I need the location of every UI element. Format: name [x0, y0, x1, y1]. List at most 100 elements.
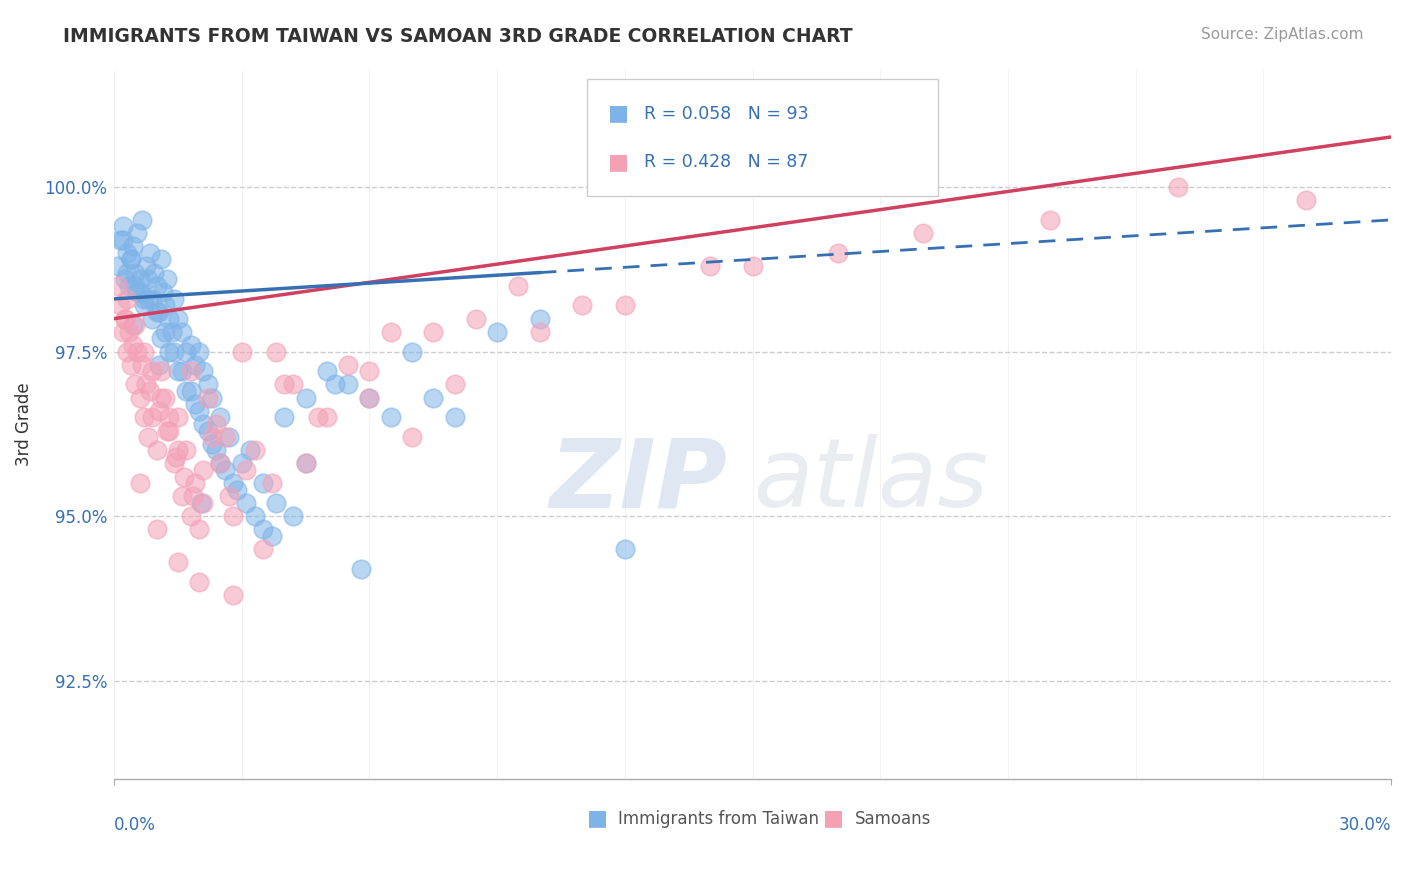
Point: [135, 377, 157, 392]
Point: [218, 489, 240, 503]
Point: [264, 344, 287, 359]
Point: [163, 292, 186, 306]
Point: [165, 450, 187, 464]
Point: [131, 358, 153, 372]
Point: [222, 588, 245, 602]
Text: atlas: atlas: [752, 434, 987, 527]
Point: [128, 285, 150, 300]
Point: [111, 325, 134, 339]
Point: [115, 245, 138, 260]
Point: [401, 430, 423, 444]
Point: [128, 272, 150, 286]
Point: [141, 364, 163, 378]
FancyBboxPatch shape: [586, 79, 938, 196]
Point: [163, 344, 186, 359]
Point: [464, 311, 486, 326]
Point: [613, 298, 636, 312]
Point: [148, 358, 170, 372]
Point: [131, 213, 153, 227]
Point: [157, 424, 180, 438]
Point: [193, 463, 215, 477]
Point: [209, 457, 232, 471]
Point: [132, 292, 155, 306]
Point: [115, 266, 138, 280]
Point: [128, 476, 150, 491]
Point: [167, 364, 190, 378]
Point: [115, 292, 138, 306]
Point: [110, 233, 132, 247]
Point: [529, 325, 551, 339]
Point: [243, 443, 266, 458]
Point: [118, 325, 141, 339]
Point: [139, 384, 162, 398]
Point: [172, 325, 194, 339]
Point: [741, 259, 763, 273]
Point: [153, 391, 176, 405]
Point: [359, 391, 381, 405]
Point: [201, 430, 224, 444]
Point: [160, 325, 183, 339]
Point: [911, 226, 934, 240]
Point: [145, 278, 167, 293]
Point: [529, 311, 551, 326]
Point: [260, 476, 283, 491]
Point: [114, 311, 136, 326]
Point: [359, 364, 381, 378]
Point: [111, 219, 134, 234]
Point: [124, 278, 146, 293]
Point: [120, 252, 142, 267]
Point: [132, 298, 155, 312]
Point: [148, 404, 170, 418]
Point: [243, 509, 266, 524]
Point: [281, 377, 304, 392]
Point: [188, 404, 211, 418]
Point: [193, 496, 215, 510]
Text: ■: ■: [609, 152, 630, 172]
Point: [252, 522, 274, 536]
Point: [153, 325, 176, 339]
Point: [235, 463, 257, 477]
Point: [205, 417, 228, 431]
Point: [136, 272, 159, 286]
Text: R = 0.428   N = 87: R = 0.428 N = 87: [644, 153, 808, 171]
Point: [136, 292, 159, 306]
Point: [218, 430, 240, 444]
Point: [176, 344, 198, 359]
Point: [380, 410, 402, 425]
Text: IMMIGRANTS FROM TAIWAN VS SAMOAN 3RD GRADE CORRELATION CHART: IMMIGRANTS FROM TAIWAN VS SAMOAN 3RD GRA…: [63, 27, 853, 45]
Point: [226, 483, 249, 497]
Point: [148, 305, 170, 319]
Point: [231, 344, 253, 359]
Point: [1039, 213, 1062, 227]
Point: [141, 410, 163, 425]
Point: [252, 542, 274, 557]
Point: [152, 285, 174, 300]
Point: [401, 344, 423, 359]
Point: [127, 285, 149, 300]
Point: [443, 377, 465, 392]
Point: [163, 457, 186, 471]
Point: [571, 298, 593, 312]
Point: [149, 391, 172, 405]
Point: [205, 443, 228, 458]
Point: [132, 410, 155, 425]
Point: [508, 278, 530, 293]
Point: [167, 311, 190, 326]
Point: [201, 391, 224, 405]
Point: [115, 344, 138, 359]
Point: [172, 364, 194, 378]
Point: [141, 292, 163, 306]
Point: [180, 509, 202, 524]
Point: [315, 364, 337, 378]
Point: [197, 391, 219, 405]
Point: [222, 476, 245, 491]
Point: [184, 476, 207, 491]
Point: [110, 298, 132, 312]
Point: [184, 397, 207, 411]
Point: [111, 233, 134, 247]
Point: [157, 410, 180, 425]
Point: [188, 344, 211, 359]
Point: [359, 391, 381, 405]
Point: [149, 331, 172, 345]
Text: R = 0.058   N = 93: R = 0.058 N = 93: [644, 104, 808, 122]
